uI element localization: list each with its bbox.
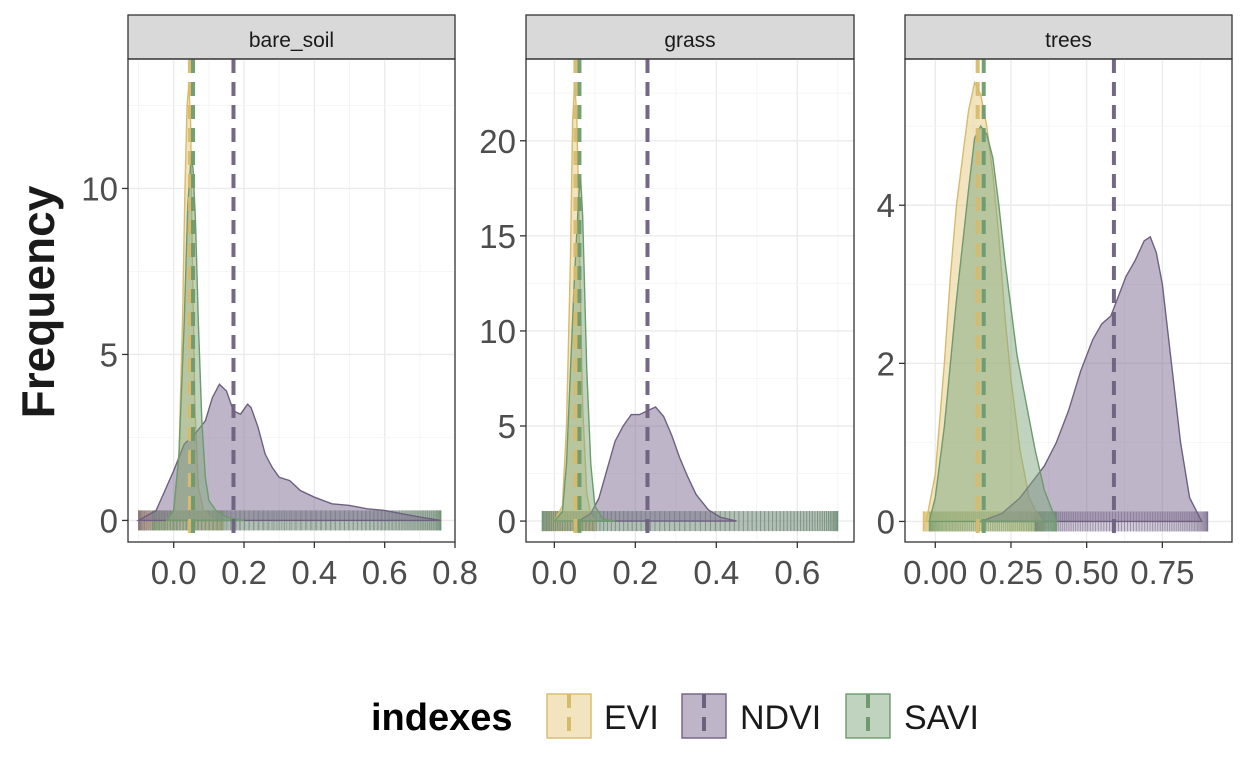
facet-panel-grass: grass 0 5 10 15 20 0.0 0.2 0.4 0.6 xyxy=(479,14,855,591)
panel-border xyxy=(904,58,1233,543)
y-tick-label: 10 xyxy=(479,313,516,350)
y-tick-label: 5 xyxy=(100,336,118,373)
x-tick-label: 0.25 xyxy=(979,554,1043,591)
y-tick-label: 15 xyxy=(479,218,516,255)
legend-label: NDVI xyxy=(740,699,821,737)
y-tick-label: 20 xyxy=(479,123,516,160)
legend-item-ndvi: NDVI xyxy=(681,693,821,739)
x-tick-label: 0.6 xyxy=(774,554,820,591)
legend-label: EVI xyxy=(604,699,659,737)
density-area-savi xyxy=(552,178,616,522)
legend-title: indexes xyxy=(371,697,513,739)
chart-marks xyxy=(135,59,442,542)
strip-label: bare_soil xyxy=(249,29,334,52)
x-tick-label: 0.2 xyxy=(221,554,267,591)
y-tick-label: 0 xyxy=(100,502,118,539)
facet-panels: bare_soil 0 5 10 0.0 0.2 0.4 0.6 0.8 grass 0 5 10 15 2… xyxy=(81,14,1233,591)
y-tick-label: 5 xyxy=(498,408,516,445)
legend-item-evi: EVI xyxy=(546,693,659,739)
y-tick-label: 2 xyxy=(877,345,895,382)
density-area-ndvi xyxy=(576,406,737,522)
x-tick-label: 0.00 xyxy=(903,554,967,591)
x-tick-label: 0.50 xyxy=(1055,554,1119,591)
x-tick-label: 0.0 xyxy=(531,554,577,591)
x-tick-label: 0.6 xyxy=(362,554,408,591)
facet-panel-bare_soil: bare_soil 0 5 10 0.0 0.2 0.4 0.6 0.8 xyxy=(81,14,478,591)
x-tick-label: 0.4 xyxy=(693,554,739,591)
density-area-savi xyxy=(165,155,245,522)
panel-border xyxy=(127,58,456,543)
strip-label: trees xyxy=(1045,29,1092,52)
strip-background xyxy=(127,14,456,60)
x-tick-label: 0.4 xyxy=(291,554,337,591)
legend: indexes EVI NDVI SAVI xyxy=(371,693,979,739)
y-tick-label: 10 xyxy=(81,170,118,207)
y-tick-label: 0 xyxy=(498,503,516,540)
y-axis-title: Frequency xyxy=(12,185,64,418)
strip-label: grass xyxy=(664,29,715,52)
x-tick-label: 0.8 xyxy=(432,554,478,591)
y-tick-label: 0 xyxy=(877,503,895,540)
y-tick-label: 4 xyxy=(877,187,895,224)
chart-marks xyxy=(922,59,1209,542)
density-area-savi xyxy=(928,124,1058,523)
strip-background xyxy=(904,14,1233,60)
legend-item-savi: SAVI xyxy=(845,693,979,739)
x-tick-label: 0.0 xyxy=(151,554,197,591)
x-tick-label: 0.2 xyxy=(612,554,658,591)
x-tick-label: 0.75 xyxy=(1130,554,1194,591)
facet-panel-trees: trees 0 2 4 0.00 0.25 0.50 0.75 xyxy=(877,14,1233,591)
legend-label: SAVI xyxy=(904,699,979,737)
panel-border xyxy=(525,58,855,543)
chart-marks xyxy=(541,59,839,542)
